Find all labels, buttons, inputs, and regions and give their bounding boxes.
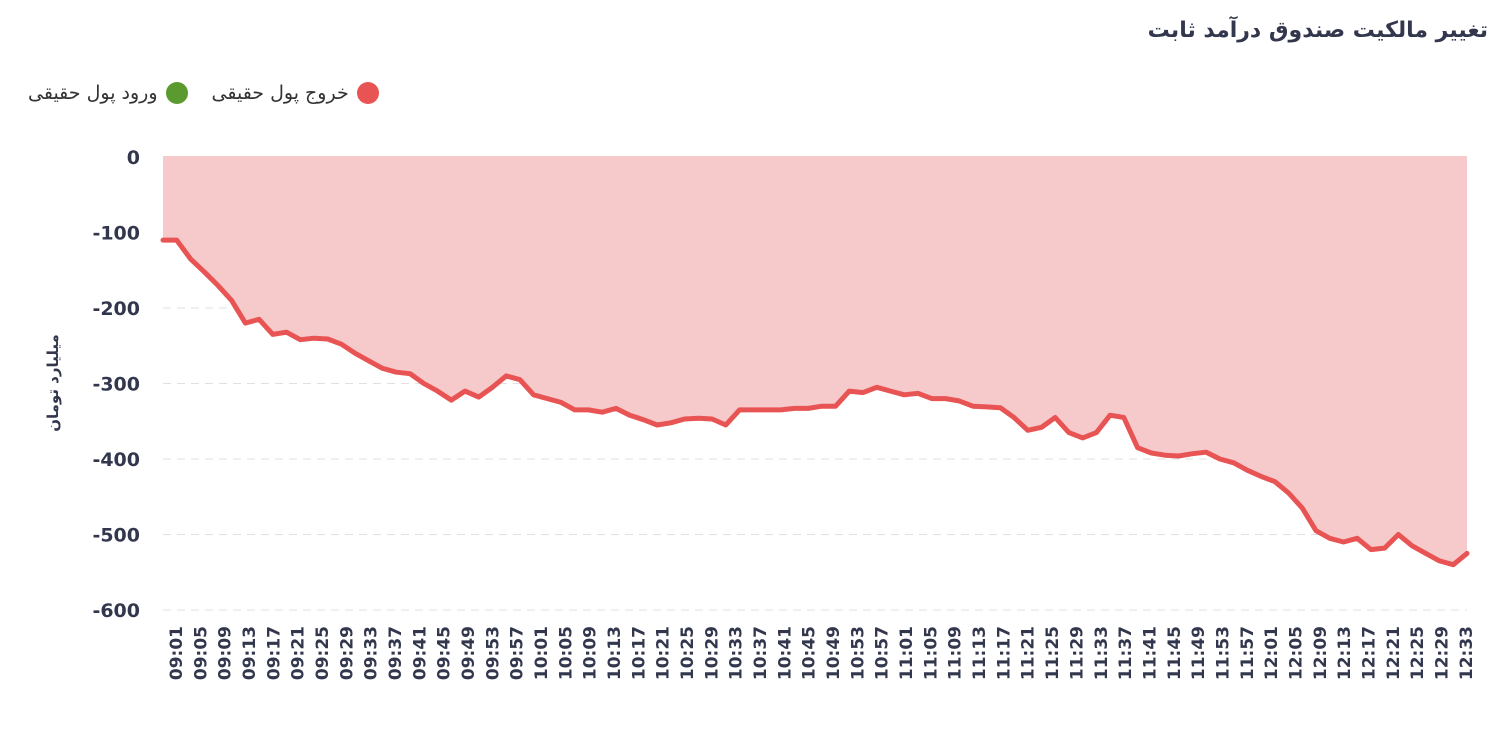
- x-tick-label: 11:33: [1092, 626, 1112, 680]
- x-tick-label: 11:01: [897, 626, 917, 680]
- x-tick-label: 10:01: [532, 626, 552, 680]
- x-tick-label: 09:53: [483, 626, 503, 680]
- x-tick-label: 12:05: [1286, 626, 1306, 680]
- x-tick-label: 09:45: [435, 626, 455, 680]
- x-tick-label: 11:37: [1116, 626, 1136, 680]
- y-tick-label: -400: [92, 449, 140, 471]
- x-tick-label: 11:53: [1213, 626, 1233, 680]
- x-tick-label: 10:21: [654, 626, 674, 680]
- x-tick-label: 11:13: [970, 626, 990, 680]
- y-tick-label: 0: [127, 147, 140, 169]
- x-tick-label: 12:01: [1262, 626, 1282, 680]
- y-tick-label: -200: [92, 298, 140, 320]
- x-tick-label: 09:01: [167, 626, 187, 680]
- x-tick-label: 12:21: [1384, 626, 1404, 680]
- x-tick-label: 12:33: [1457, 626, 1477, 680]
- x-tick-label: 10:53: [848, 626, 868, 680]
- legend-marker-inflow: [165, 82, 188, 104]
- x-tick-label: 10:33: [727, 626, 747, 680]
- legend-label-inflow: ورود پول حقیقی: [28, 82, 158, 104]
- x-tick-label: 09:17: [264, 626, 284, 680]
- x-tick-label: 10:09: [581, 626, 601, 680]
- x-tick-label: 11:21: [1019, 626, 1039, 680]
- legend-label-outflow: خروج پول حقیقی: [211, 82, 349, 104]
- x-tick-label: 11:09: [946, 626, 966, 680]
- x-tick-label: 12:29: [1432, 626, 1452, 680]
- x-tick-label: 09:13: [240, 626, 260, 680]
- chart-title: تغییر مالکیت صندوق درآمد ثابت: [1147, 18, 1488, 43]
- y-tick-label: -100: [92, 223, 140, 245]
- y-tick-label: -500: [92, 525, 140, 547]
- x-tick-label: 12:25: [1408, 626, 1428, 680]
- x-tick-label: 10:17: [629, 626, 649, 680]
- x-tick-label: 09:37: [386, 626, 406, 680]
- x-tick-label: 10:57: [873, 626, 893, 680]
- x-tick-label: 09:05: [191, 626, 211, 680]
- x-tick-label: 09:49: [459, 626, 479, 680]
- x-tick-label: 11:45: [1165, 626, 1185, 680]
- x-tick-label: 09:29: [337, 626, 357, 680]
- x-tick-label: 12:17: [1359, 626, 1379, 680]
- x-tick-label: 09:57: [508, 626, 528, 680]
- x-tick-label: 09:41: [410, 626, 430, 680]
- y-tick-label: -300: [92, 374, 140, 396]
- x-tick-label: 09:09: [216, 626, 236, 680]
- x-tick-label: 12:13: [1335, 626, 1355, 680]
- y-axis-title: میلیارد تومان: [44, 334, 62, 432]
- y-tick-label: -600: [92, 600, 140, 622]
- x-tick-label: 09:33: [362, 626, 382, 680]
- x-tick-label: 10:37: [751, 626, 771, 680]
- x-tick-label: 10:41: [775, 626, 795, 680]
- x-tick-label: 09:25: [313, 626, 333, 680]
- x-tick-label: 12:09: [1311, 626, 1331, 680]
- x-tick-label: 10:49: [824, 626, 844, 680]
- series-area-outflow: [163, 157, 1467, 565]
- x-tick-label: 11:17: [994, 626, 1014, 680]
- x-tick-label: 11:41: [1140, 626, 1160, 680]
- legend-item-inflow[interactable]: ورود پول حقیقی: [28, 82, 188, 104]
- x-tick-label: 11:05: [921, 626, 941, 680]
- x-tick-label: 11:57: [1238, 626, 1258, 680]
- x-tick-label: 11:25: [1043, 626, 1063, 680]
- x-tick-label: 09:21: [289, 626, 309, 680]
- x-tick-label: 10:25: [678, 626, 698, 680]
- x-tick-label: 10:45: [800, 626, 820, 680]
- legend-item-outflow[interactable]: خروج پول حقیقی: [212, 82, 379, 104]
- x-tick-label: 10:05: [556, 626, 576, 680]
- x-tick-label: 10:29: [702, 626, 722, 680]
- x-tick-label: 11:49: [1189, 626, 1209, 680]
- legend: خروج پول حقیقی ورود پول حقیقی: [28, 82, 379, 104]
- x-tick-label: 10:13: [605, 626, 625, 680]
- series-line-outflow: [160, 237, 1470, 568]
- legend-marker-outflow: [356, 82, 379, 104]
- x-tick-label: 11:29: [1067, 626, 1087, 680]
